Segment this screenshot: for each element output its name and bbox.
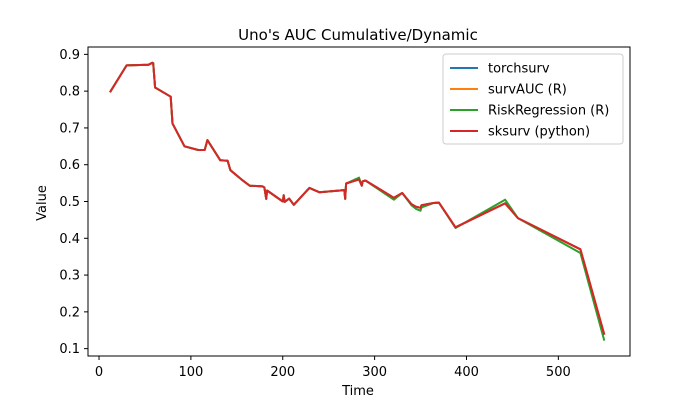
legend-label-1: survAUC (R) (488, 83, 567, 98)
x-tick-label: 300 (362, 365, 387, 380)
x-tick-label: 500 (546, 365, 571, 380)
chart-title: Uno's AUC Cumulative/Dynamic (238, 26, 478, 44)
axes: 0 100 200 300 400 500 0.1 0.2 0.3 0.4 0.5 0.6 0.7 0.8… (59, 46, 631, 380)
x-axis-title: Time (341, 384, 374, 399)
y-tick-label: 0.4 (59, 232, 80, 247)
y-tick-label: 0.3 (59, 269, 80, 284)
y-tick-label: 0.2 (59, 305, 80, 320)
y-tick-label: 0.7 (59, 121, 80, 136)
series-line-3 (109, 61, 606, 335)
legend-box (442, 53, 624, 145)
legend-label-3: sksurv (python) (488, 125, 590, 140)
y-tick-label: 0.9 (59, 48, 80, 63)
x-tick-label: 100 (178, 365, 203, 380)
y-tick-label: 0.6 (59, 158, 80, 173)
x-tick-label: 200 (270, 365, 295, 380)
y-tick-label: 0.5 (59, 195, 80, 210)
legend-label-0: torchsurv (488, 62, 550, 77)
legend: torchsurv survAUC (R) RiskRegression (R) sk… (442, 53, 624, 145)
legend-label-2: RiskRegression (R) (488, 104, 609, 119)
plot-area (109, 61, 606, 341)
y-axis-title: Value (35, 185, 50, 221)
y-tick-label: 0.1 (59, 342, 80, 357)
x-tick-label: 0 (95, 365, 103, 380)
y-tick-label: 0.8 (59, 85, 80, 100)
x-tick-label: 400 (454, 365, 479, 380)
